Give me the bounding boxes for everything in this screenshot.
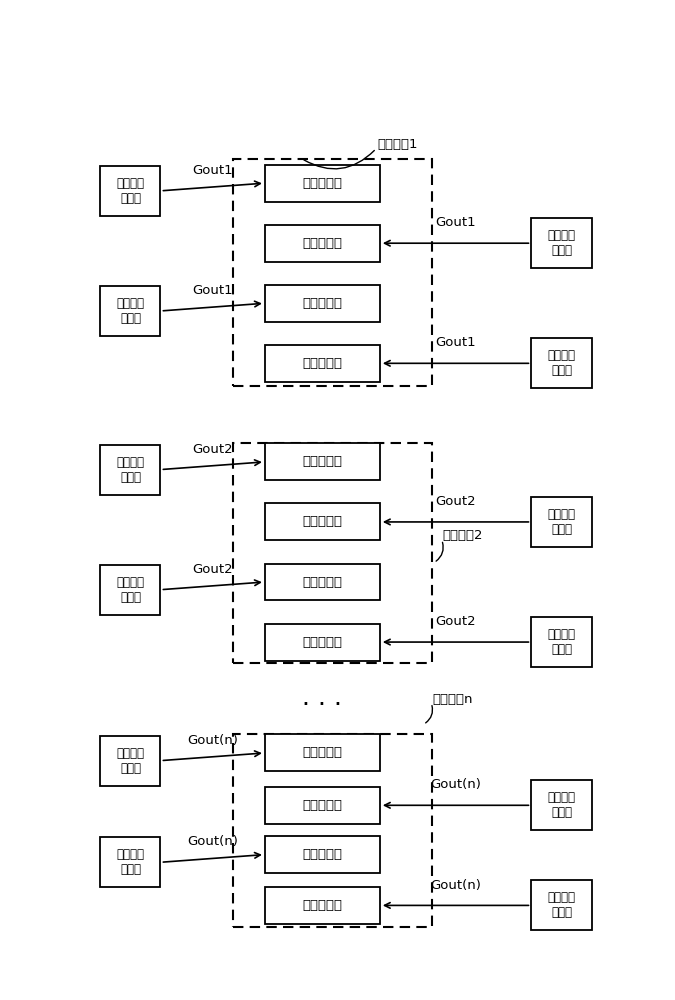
Text: 组合像紨n: 组合像紨n xyxy=(432,693,472,706)
Text: · · ·: · · · xyxy=(302,693,342,717)
Bar xyxy=(265,225,380,262)
Text: 第一移位
寄存器: 第一移位 寄存器 xyxy=(116,177,144,205)
Bar xyxy=(101,445,161,495)
Text: Gout1: Gout1 xyxy=(435,216,476,229)
Text: Gout2: Gout2 xyxy=(435,615,476,628)
Text: 第三移位
寄存器: 第三移位 寄存器 xyxy=(116,297,144,325)
Bar xyxy=(531,880,591,930)
Text: Gout1: Gout1 xyxy=(435,336,476,349)
Bar xyxy=(531,780,591,830)
Bar xyxy=(265,787,380,824)
Bar xyxy=(265,564,380,600)
Bar xyxy=(101,166,161,216)
Text: 第三行像素: 第三行像素 xyxy=(302,297,342,310)
Bar xyxy=(265,503,380,540)
Text: 第四移位
寄存器: 第四移位 寄存器 xyxy=(547,891,576,919)
Text: 第三行像素: 第三行像素 xyxy=(302,848,342,861)
Bar xyxy=(531,617,591,667)
Bar xyxy=(101,837,161,887)
Text: 第一行像素: 第一行像素 xyxy=(302,455,342,468)
Bar xyxy=(265,734,380,771)
Text: Gout1: Gout1 xyxy=(192,164,233,177)
Text: Gout2: Gout2 xyxy=(192,443,233,456)
Text: 第三行像素: 第三行像素 xyxy=(302,576,342,588)
Bar xyxy=(531,218,591,268)
Bar xyxy=(265,836,380,873)
Bar xyxy=(265,624,380,661)
Text: 第二行像素: 第二行像素 xyxy=(302,799,342,812)
Text: 第三移位
寄存器: 第三移位 寄存器 xyxy=(116,576,144,604)
Text: 第二行像素: 第二行像素 xyxy=(302,515,342,528)
Text: Gout(n): Gout(n) xyxy=(430,778,481,791)
Text: 第三移位
寄存器: 第三移位 寄存器 xyxy=(116,848,144,876)
Bar xyxy=(101,286,161,336)
Text: Gout(n): Gout(n) xyxy=(187,734,238,747)
Text: 第二行像素: 第二行像素 xyxy=(302,237,342,250)
Bar xyxy=(531,497,591,547)
Text: 组合像紨1: 组合像紨1 xyxy=(377,138,418,151)
Text: 第一移位
寄存器: 第一移位 寄存器 xyxy=(116,456,144,484)
Text: 第四行像素: 第四行像素 xyxy=(302,357,342,370)
Bar xyxy=(101,565,161,615)
Bar xyxy=(265,443,380,480)
Text: 第二移位
寄存器: 第二移位 寄存器 xyxy=(547,229,576,257)
Text: 组合像紨2: 组合像紨2 xyxy=(443,529,483,542)
Text: 第一移位
寄存器: 第一移位 寄存器 xyxy=(116,747,144,775)
Text: Gout(n): Gout(n) xyxy=(187,835,238,848)
Text: Gout2: Gout2 xyxy=(192,563,233,576)
Bar xyxy=(265,285,380,322)
Text: Gout2: Gout2 xyxy=(435,495,476,508)
Text: 第一行像素: 第一行像素 xyxy=(302,177,342,190)
Bar xyxy=(101,736,161,786)
Text: 第一行像素: 第一行像素 xyxy=(302,746,342,759)
Text: 第四行像素: 第四行像素 xyxy=(302,636,342,649)
Text: Gout1: Gout1 xyxy=(192,284,233,297)
Bar xyxy=(234,734,432,927)
Bar xyxy=(265,887,380,924)
Bar xyxy=(531,338,591,388)
Text: 第二移位
寄存器: 第二移位 寄存器 xyxy=(547,508,576,536)
Bar xyxy=(265,345,380,382)
Bar xyxy=(234,443,432,663)
Bar xyxy=(234,158,432,386)
Text: Gout(n): Gout(n) xyxy=(430,879,481,892)
Bar xyxy=(265,165,380,202)
Text: 第四行像素: 第四行像素 xyxy=(302,899,342,912)
Text: 第二移位
寄存器: 第二移位 寄存器 xyxy=(547,791,576,819)
Text: 第四移位
寄存器: 第四移位 寄存器 xyxy=(547,628,576,656)
Text: 第四移位
寄存器: 第四移位 寄存器 xyxy=(547,349,576,377)
